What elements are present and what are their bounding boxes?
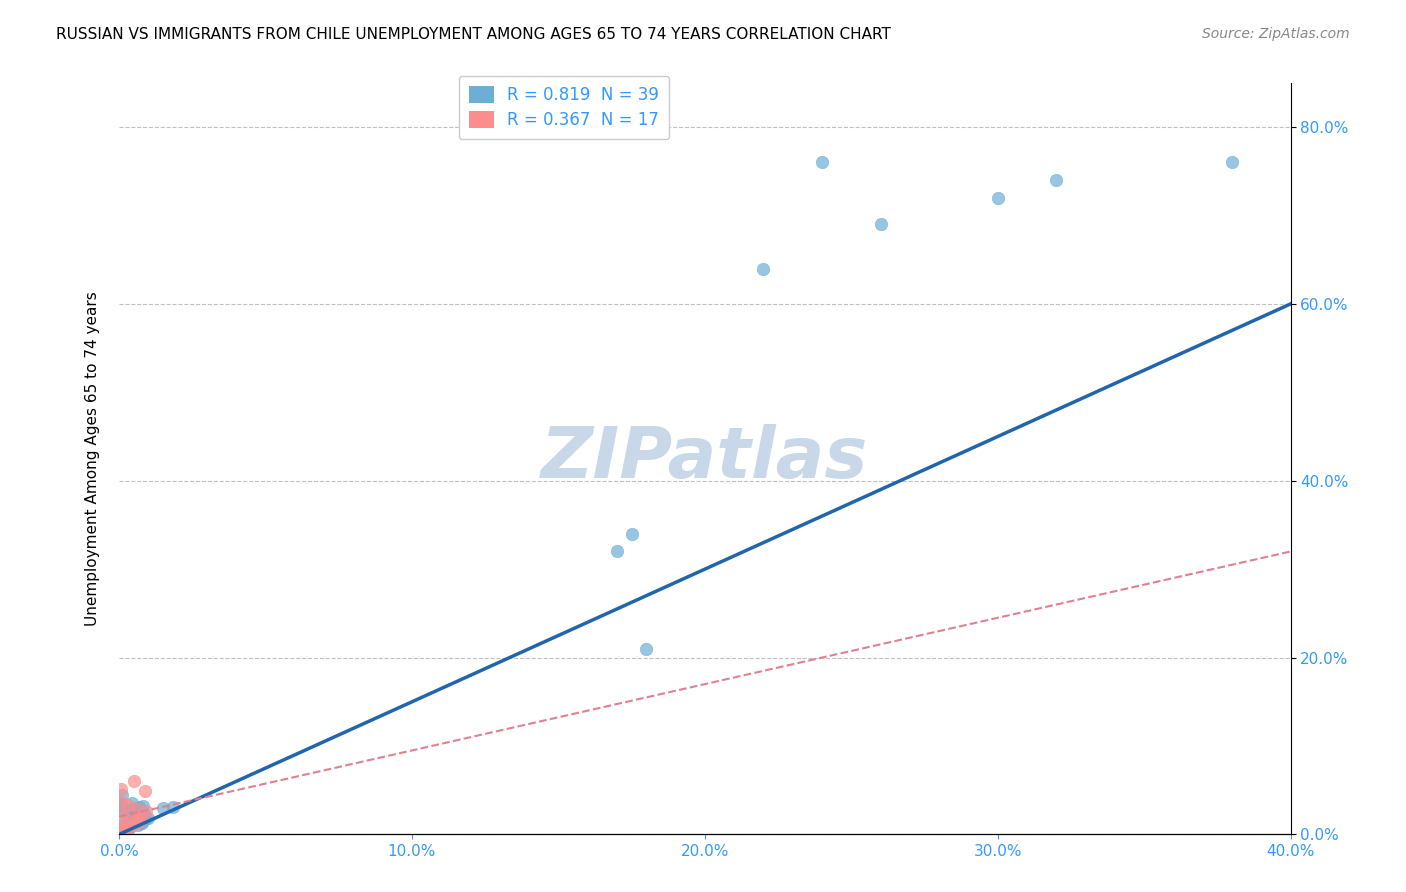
Text: Source: ZipAtlas.com: Source: ZipAtlas.com [1202,27,1350,41]
Point [129,814,152,829]
Point [114,816,136,830]
Point [110,822,132,836]
Point [124,811,146,825]
Point [128,813,150,827]
Point [606,544,628,558]
Point [121,818,143,832]
Point [131,816,153,830]
Point [110,782,132,797]
Point [118,821,141,835]
Point [114,822,136,837]
Point [110,801,132,815]
Point [125,814,148,828]
Point [127,818,149,832]
Point [125,803,148,817]
Point [110,806,132,821]
Point [117,798,139,813]
Point [121,802,143,816]
Point [869,217,891,231]
Point [111,788,134,802]
Point [125,802,148,816]
Point [111,804,134,818]
Point [112,816,135,830]
Point [122,773,145,788]
Point [620,526,643,541]
Point [111,823,134,838]
Point [117,818,139,832]
Point [134,806,156,821]
Point [132,798,155,813]
Point [118,820,141,834]
Point [128,815,150,830]
Point [129,810,152,824]
Text: RUSSIAN VS IMMIGRANTS FROM CHILE UNEMPLOYMENT AMONG AGES 65 TO 74 YEARS CORRELAT: RUSSIAN VS IMMIGRANTS FROM CHILE UNEMPLO… [56,27,891,42]
Point [121,796,143,810]
Point [110,795,132,809]
Point [138,811,160,825]
Point [110,826,132,840]
Point [128,800,150,814]
Point [118,822,141,836]
Point [135,804,157,818]
Point [120,814,142,829]
Point [110,797,132,811]
Point [152,801,174,815]
Point [987,191,1010,205]
Text: ZIPatlas: ZIPatlas [541,424,869,493]
Point [1220,155,1243,169]
Point [134,812,156,826]
Legend: R = 0.819  N = 39, R = 0.367  N = 17: R = 0.819 N = 39, R = 0.367 N = 17 [460,76,669,139]
Point [811,155,834,169]
Point [1045,173,1067,187]
Point [752,261,775,276]
Point [636,641,658,656]
Y-axis label: Unemployment Among Ages 65 to 74 years: Unemployment Among Ages 65 to 74 years [86,292,100,626]
Point [121,809,143,823]
Point [134,783,156,797]
Point [121,812,143,826]
Point [111,825,134,839]
Point [125,806,148,821]
Point [162,800,184,814]
Point [125,811,148,825]
